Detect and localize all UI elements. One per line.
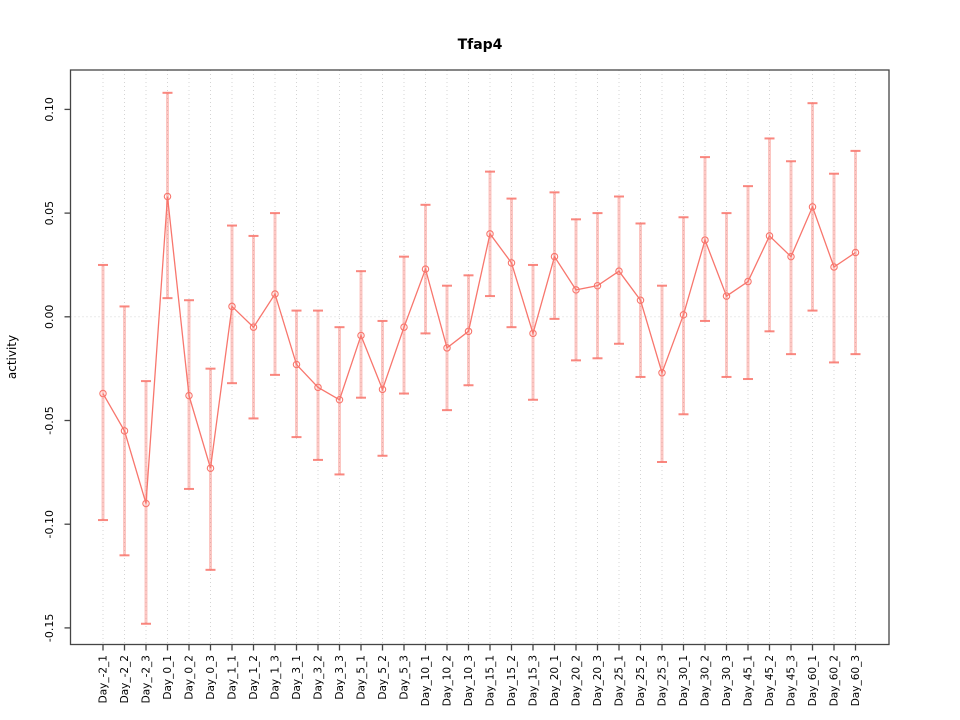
y-tick-label: -0.10 — [43, 510, 56, 538]
data-point — [636, 296, 645, 304]
data-point — [421, 265, 430, 273]
x-tick-label: Day_15_2 — [506, 655, 518, 706]
x-tick-label: Day_3_3 — [334, 655, 346, 700]
x-tick-label: Day_10_1 — [420, 655, 432, 706]
data-point — [830, 263, 838, 271]
x-tick-label: Day_-2_2 — [119, 655, 131, 703]
y-tick-label: 0.00 — [43, 305, 56, 330]
data-point — [615, 267, 623, 275]
data-point — [550, 252, 559, 261]
x-tick-label: Day_30_1 — [678, 655, 690, 706]
series-line — [102, 196, 856, 504]
x-tick-label: Day_45_3 — [786, 655, 798, 706]
chart-title: Tfap4 — [457, 37, 503, 53]
x-tick-label: Day_1_1 — [227, 655, 239, 700]
x-tick-label: Day_5_1 — [356, 655, 368, 700]
y-tick-label: -0.15 — [43, 614, 56, 642]
x-tick-label: Day_20_2 — [571, 655, 583, 706]
data-point — [529, 329, 537, 338]
x-tick-label: Day_-2_3 — [141, 655, 153, 703]
x-tick-label: Day_1_2 — [248, 655, 260, 700]
x-tick-label: Day_5_2 — [377, 655, 389, 700]
data-point — [206, 464, 215, 472]
x-tick-label: Day_25_2 — [635, 655, 647, 706]
data-point — [99, 389, 107, 398]
data-point — [185, 391, 193, 400]
data-point — [464, 327, 473, 336]
x-tick-label: Day_15_3 — [528, 655, 540, 706]
x-tick-label: Day_45_2 — [764, 655, 776, 706]
y-tick-label: 0.05 — [43, 201, 56, 226]
x-tick-label: Day_30_3 — [721, 655, 733, 706]
x-tick-label: Day_30_2 — [700, 655, 712, 706]
x-tick-label: Day_60_3 — [850, 655, 862, 706]
data-point — [400, 323, 408, 331]
x-tick-label: Day_10_3 — [463, 655, 475, 706]
data-point — [593, 281, 602, 290]
x-tick-label: Day_60_2 — [829, 655, 841, 706]
x-tick-label: Day_0_1 — [162, 655, 174, 700]
x-tick-label: Day_15_1 — [485, 655, 497, 706]
x-tick-label: Day_5_3 — [399, 655, 411, 700]
x-tick-label: Day_3_1 — [291, 655, 303, 700]
data-point — [572, 286, 580, 294]
data-point — [249, 323, 258, 331]
x-tick-label: Day_0_3 — [205, 655, 217, 700]
data-point — [744, 277, 752, 286]
x-tick-label: Day_60_1 — [807, 655, 819, 706]
x-tick-label: Day_3_2 — [313, 655, 325, 700]
data-point — [163, 192, 172, 201]
data-point — [378, 385, 387, 394]
y-tick-label: -0.05 — [43, 406, 56, 434]
data-point — [228, 302, 236, 311]
data-point — [765, 232, 774, 240]
x-tick-label: Day_25_3 — [657, 655, 669, 706]
data-point — [443, 344, 451, 352]
data-point — [120, 427, 129, 435]
x-tick-label: Day_1_3 — [270, 655, 282, 700]
data-point — [658, 369, 666, 377]
data-point — [701, 236, 709, 244]
plot-frame — [69, 69, 890, 646]
data-point — [507, 259, 516, 267]
data-point — [851, 248, 860, 257]
x-tick-label: Day_45_1 — [743, 655, 755, 706]
data-point — [314, 383, 322, 392]
x-tick-label: Day_0_2 — [184, 655, 196, 700]
data-point — [271, 290, 279, 298]
data-point — [486, 230, 494, 238]
data-point — [335, 396, 344, 404]
data-point — [787, 252, 795, 261]
data-point — [292, 360, 301, 369]
x-tick-label: Day_10_2 — [442, 655, 454, 706]
data-point — [142, 499, 150, 508]
x-tick-label: Day_25_1 — [614, 655, 626, 706]
y-tick-label: 0.10 — [43, 97, 56, 122]
data-point — [808, 203, 817, 211]
x-tick-label: Day_20_1 — [549, 655, 561, 706]
x-tick-label: Day_20_3 — [592, 655, 604, 706]
x-tick-label: Day_-2_1 — [98, 655, 110, 703]
data-point — [722, 292, 731, 300]
data-point — [679, 310, 688, 319]
data-point — [357, 331, 365, 340]
